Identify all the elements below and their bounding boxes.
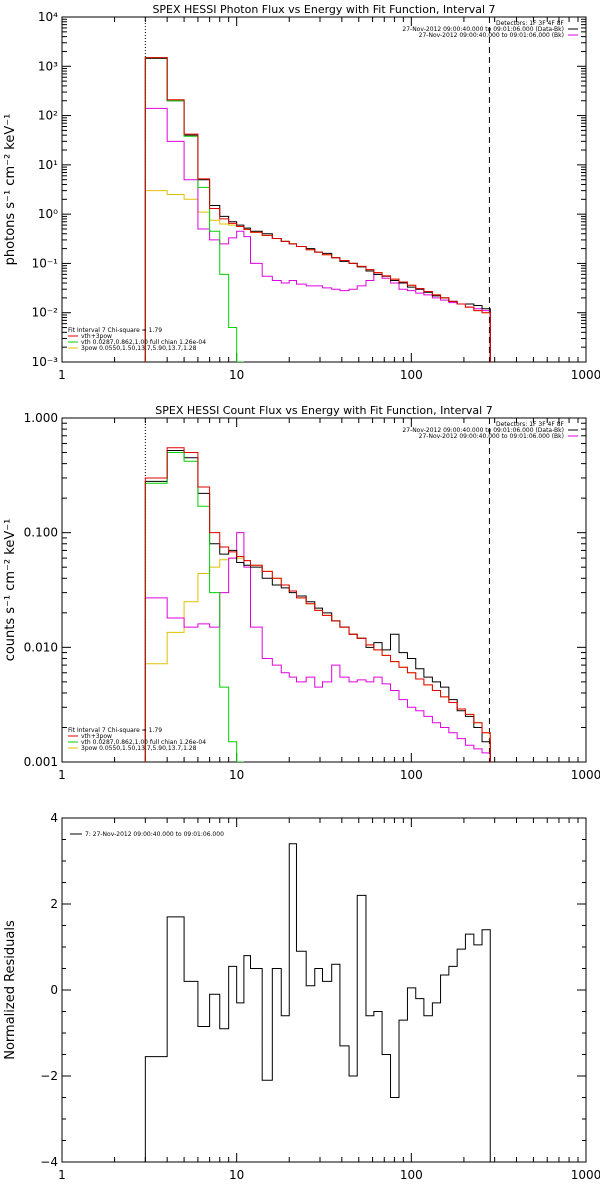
y-tick-label: 10⁻²: [32, 306, 59, 320]
x-tick-label: 1: [58, 768, 66, 782]
legend-top-right-text: 27-Nov-2012 09:00:40.000 to 09:01:06.000…: [419, 433, 564, 440]
y-tick-label: 0.001: [24, 755, 58, 769]
x-tick-label: 1000: [571, 768, 600, 782]
series-vth-3pow: [144, 57, 491, 362]
legend-top-left-text: 7: 27-Nov-2012 09:00:40.000 to 09:01:06.…: [85, 831, 224, 838]
x-tick-label: 10: [229, 1168, 244, 1182]
y-tick-label: 10⁻¹: [32, 256, 59, 270]
legend-top-right-text: 27-Nov-2012 09:00:40.000 to 09:01:06.000…: [402, 26, 564, 33]
y-tick-label: 10⁰: [38, 207, 58, 221]
x-tick-label: 100: [400, 768, 423, 782]
series-bk: [144, 532, 491, 762]
series-3pow: [144, 557, 491, 762]
y-tick-label: 1.000: [24, 411, 58, 425]
series-3pow: [144, 190, 491, 362]
plot-frame: [61, 16, 587, 363]
x-tick-label: 1000: [571, 368, 600, 382]
y-tick-label: 10¹: [38, 158, 58, 172]
y-tick-label: 10⁻³: [32, 355, 59, 369]
series-vth: [144, 452, 244, 762]
chart-title: SPEX HESSI Count Flux vs Energy with Fit…: [155, 404, 492, 417]
chart-panel-3: Normalized Residuals 1 10 100 1000 −4 −2 0 2 4 7: …: [3, 811, 600, 1182]
chart-title: SPEX HESSI Photon Flux vs Energy with Fi…: [152, 3, 495, 16]
y-tick-label: −4: [40, 1155, 58, 1169]
x-tick-label: 100: [400, 1168, 423, 1182]
y-tick-label: 10⁴: [38, 10, 58, 24]
legend-bottom-left-text: vth+3pow: [81, 733, 112, 740]
series-vth: [144, 57, 244, 362]
legend-top-right-text: 27-Nov-2012 09:00:40.000 to 09:01:06.000…: [402, 427, 564, 434]
x-tick-label: 10: [229, 368, 244, 382]
series-bk: [144, 107, 491, 362]
x-tick-label: 1: [58, 1168, 66, 1182]
series-data-bk: [144, 57, 491, 362]
x-tick-label: 10: [229, 768, 244, 782]
x-tick-label: 1: [58, 368, 66, 382]
y-tick-label: −2: [40, 1069, 58, 1083]
y-axis-label: counts s⁻¹ cm⁻² keV⁻¹: [3, 519, 18, 662]
series-7-27-nov-2012-09-00-40-000-to-09-01-06-000: [144, 843, 491, 1162]
legend-bottom-left-text: 3pow 0.0550,1.50,13.7,5.90,13.7,1.28: [81, 345, 197, 352]
legend-bottom-left-text: Fit Interval 7 Chi-square = 1.79: [68, 727, 162, 734]
legend-bottom-left-text: 3pow 0.0550,1.50,13.7,5.90,13.7,1.28: [81, 745, 197, 752]
plot-frame: [61, 817, 587, 1163]
y-tick-label: 0.010: [24, 640, 58, 654]
y-tick-label: 10³: [38, 59, 58, 73]
y-tick-label: 4: [50, 811, 58, 825]
chart-panel-1: SPEX HESSI Photon Flux vs Energy with Fi…: [3, 3, 600, 382]
series-vth-3pow: [144, 447, 491, 762]
plot-frame: [61, 417, 587, 763]
legend-bottom-left-text: vth 0.0287,0.862,1.00 full chian 1.26e-0…: [81, 739, 206, 746]
series-data-bk: [144, 450, 491, 762]
x-tick-label: 100: [400, 368, 423, 382]
y-axis-label: photons s⁻¹ cm⁻² keV⁻¹: [3, 114, 18, 266]
legend-top-right-text: 27-Nov-2012 09:00:40.000 to 09:01:06.000…: [419, 32, 564, 39]
legend-bottom-left-text: Fit Interval 7 Chi-square = 1.79: [68, 327, 162, 334]
y-tick-label: 10²: [38, 109, 58, 123]
legend-bottom-left-text: vth 0.0287,0.862,1.00 full chian 1.26e-0…: [81, 339, 206, 346]
y-axis-label: Normalized Residuals: [3, 920, 18, 1060]
legend-top-right-text: Detectors: 1F 3F 4F 8F: [496, 421, 565, 428]
chart-panel-2: SPEX HESSI Count Flux vs Energy with Fit…: [3, 404, 600, 782]
y-tick-label: 0.100: [24, 526, 58, 540]
y-tick-label: 2: [50, 897, 58, 911]
legend-top-right-text: Detectors: 1F 3F 4F 8F: [496, 20, 565, 27]
x-tick-label: 1000: [571, 1168, 600, 1182]
y-tick-label: 0: [50, 983, 58, 997]
legend-bottom-left-text: vth+3pow: [81, 333, 112, 340]
